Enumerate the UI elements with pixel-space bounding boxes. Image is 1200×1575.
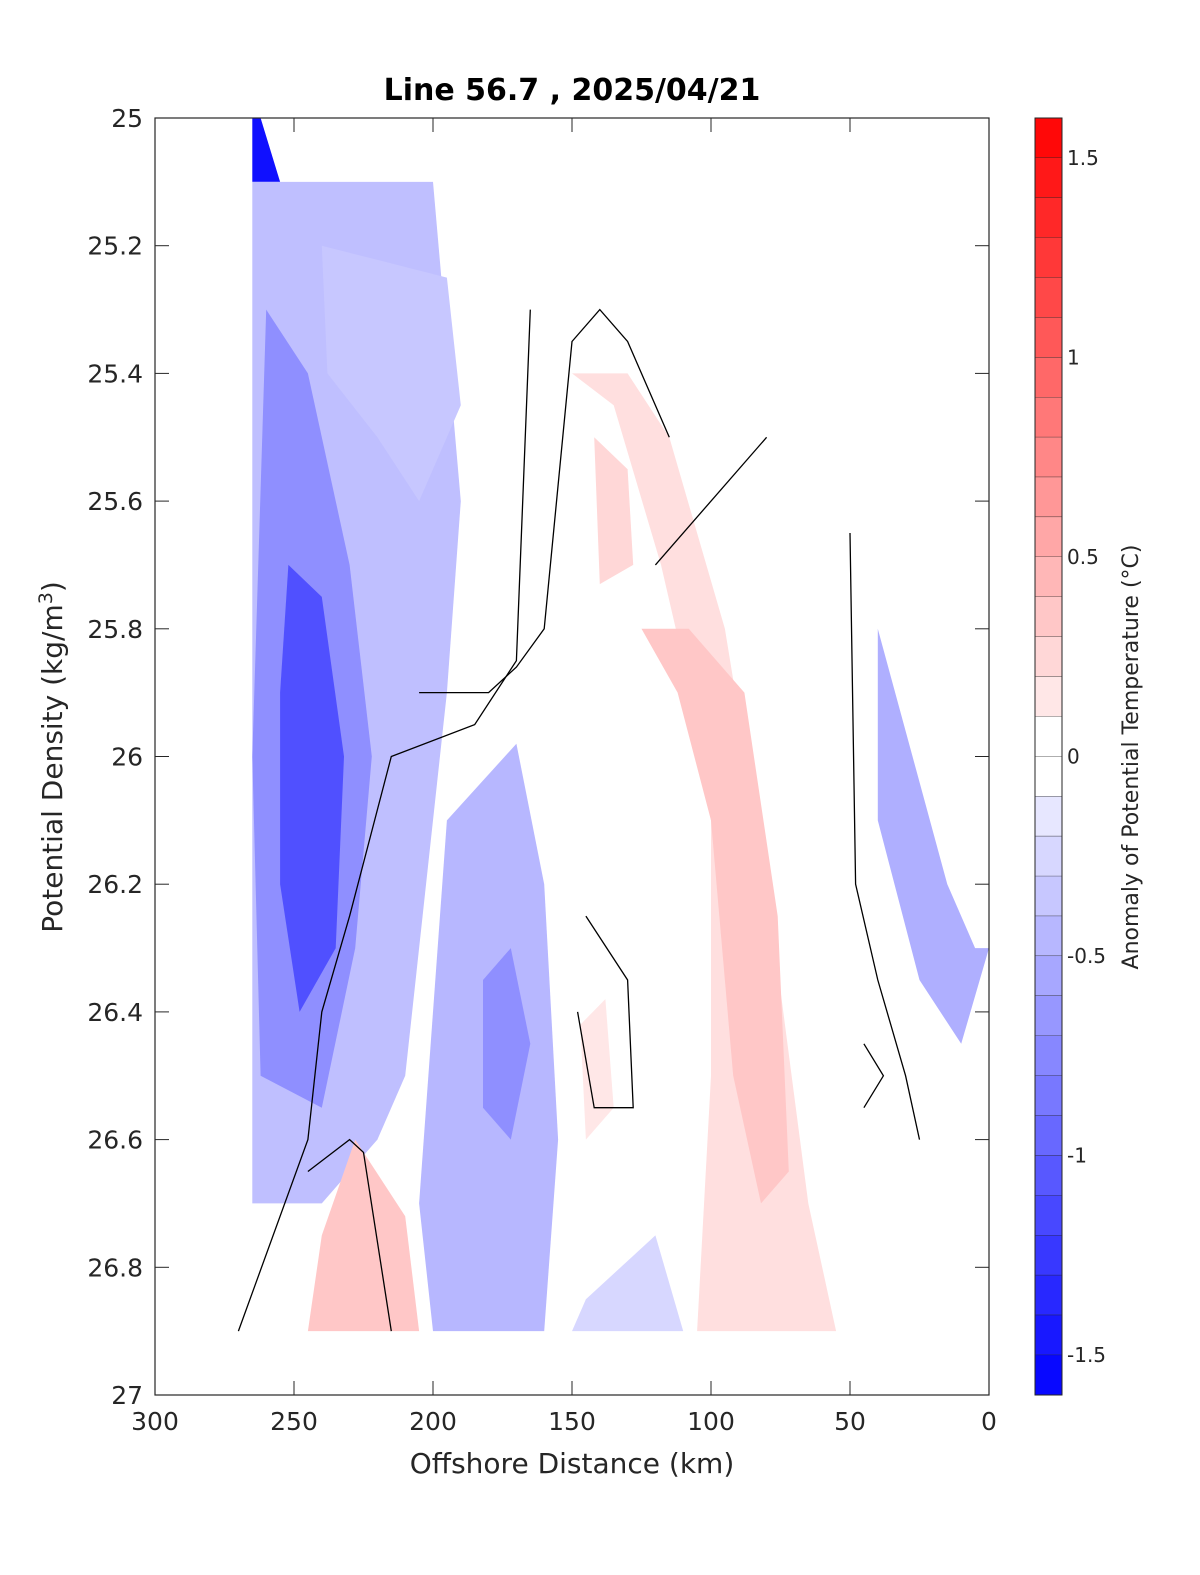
- y-tick-label: 26: [111, 743, 143, 772]
- y-tick-label: 26.4: [87, 998, 143, 1027]
- y-tick-label: 25.4: [87, 359, 143, 388]
- region-warm-main-core: [641, 628, 789, 1204]
- colorbar-block: [1035, 716, 1062, 757]
- axes: 300 250 200 150 100 50 0 2525.225.425.625.8262…: [87, 104, 997, 1436]
- colorbar-block: [1035, 836, 1062, 877]
- colorbar-blocks: [1035, 118, 1062, 1396]
- x-tick-label: 200: [409, 1407, 457, 1436]
- colorbar-block: [1035, 916, 1062, 957]
- y-tick-label: 27: [111, 1381, 143, 1410]
- region-upper-cold-lobe: [321, 245, 461, 502]
- region-nearshore-cold-band: [877, 628, 989, 1044]
- colorbar-block: [1035, 1235, 1062, 1276]
- colorbar-block: [1035, 157, 1062, 199]
- colorbar-block: [1035, 1075, 1062, 1117]
- y-tick-label: 26.8: [87, 1253, 143, 1282]
- colorbar-tick-label: -0.5: [1067, 944, 1106, 968]
- y-axis-label-main: Potential Density (kg/m: [36, 604, 69, 933]
- y-axis-label-sup: 3: [35, 592, 57, 604]
- zero-contour-2: [237, 309, 531, 1332]
- colorbar-block: [1035, 1155, 1062, 1196]
- colorbar-block: [1035, 118, 1062, 159]
- colorbar-ticks: 1.5 1 0.5 0 -0.5 -1 -1.5: [1067, 146, 1106, 1367]
- region-bottom-cold-patch: [572, 1235, 684, 1332]
- region-cold-core-strong: [280, 564, 344, 1012]
- x-tick-label: 0: [981, 1407, 997, 1436]
- colorbar-block: [1035, 357, 1062, 398]
- colorbar-block: [1035, 556, 1062, 598]
- y-axis-label-close: ): [36, 581, 69, 592]
- plot-area: [155, 118, 989, 1395]
- zero-contour-5: [849, 532, 921, 1140]
- colorbar-block: [1035, 995, 1062, 1037]
- zero-contour-6: [863, 1043, 885, 1109]
- colorbar: 1.5 1 0.5 0 -0.5 -1 -1.5: [1034, 117, 1106, 1396]
- colorbar-tick-label: -1.5: [1067, 1343, 1106, 1367]
- colorbar-block: [1035, 1355, 1062, 1396]
- x-tick-label: 250: [270, 1407, 318, 1436]
- colorbar-label: Anomaly of Potential Temperature (°C): [1119, 545, 1144, 970]
- colorbar-block: [1035, 1275, 1062, 1316]
- colorbar-block: [1035, 596, 1062, 638]
- region-warm-mid-patch: [580, 999, 614, 1140]
- colorbar-block: [1035, 756, 1062, 797]
- y-tick-label: 26.2: [87, 870, 143, 899]
- colorbar-block: [1035, 1115, 1062, 1157]
- region-mid-cold-core: [483, 948, 531, 1140]
- filled-contour-regions: [252, 118, 989, 1332]
- y-tick-label: 25.8: [87, 615, 143, 644]
- colorbar-tick-label: 0: [1067, 745, 1080, 769]
- colorbar-block: [1035, 317, 1062, 358]
- colorbar-tick-label: 1.5: [1067, 146, 1099, 170]
- region-nearshore-cold-edge: [252, 118, 281, 182]
- colorbar-tick-label: 0.5: [1067, 545, 1099, 569]
- y-axis-label: Potential Density (kg/m3): [35, 581, 69, 933]
- region-warm-upper-core: [594, 437, 634, 585]
- y-tick-label: 25.2: [87, 232, 143, 261]
- zero-contour-4: [307, 1138, 392, 1332]
- colorbar-tick-label: 1: [1067, 345, 1080, 369]
- colorbar-block: [1035, 237, 1062, 279]
- x-tick-label: 50: [834, 1407, 866, 1436]
- x-tick-label: 300: [131, 1407, 179, 1436]
- colorbar-block: [1035, 277, 1062, 319]
- x-ticks: 300 250 200 150 100 50 0: [131, 118, 997, 1436]
- colorbar-block: [1035, 397, 1062, 438]
- colorbar-block: [1035, 876, 1062, 917]
- colorbar-label-group: Anomaly of Potential Temperature (°C): [1119, 545, 1144, 970]
- zero-contour-lines: [237, 308, 921, 1332]
- colorbar-block: [1035, 437, 1062, 478]
- zero-contour-0: [419, 308, 670, 694]
- y-axis-label-group: Potential Density (kg/m3): [35, 581, 69, 933]
- x-tick-label: 100: [687, 1407, 735, 1436]
- chart-title: Line 56.7 , 2025/04/21: [384, 73, 761, 108]
- colorbar-block: [1035, 517, 1062, 558]
- colorbar-block: [1035, 477, 1062, 518]
- x-tick-label: 150: [548, 1407, 596, 1436]
- colorbar-block: [1035, 197, 1062, 239]
- colorbar-frame: [1034, 117, 1063, 1396]
- x-axis-label: Offshore Distance (km): [410, 1447, 735, 1480]
- y-ticks: 25 25.2 25.4 25.6 25.8 26 26.2 26.4 26.6 26.8 27: [87, 104, 989, 1410]
- colorbar-block: [1035, 1315, 1062, 1356]
- colorbar-tick-label: -1: [1067, 1144, 1087, 1168]
- y-tick-label: 25: [111, 104, 143, 133]
- colorbar-block: [1035, 676, 1062, 718]
- region-warm-bottom-lobe: [307, 1139, 420, 1332]
- colorbar-block: [1035, 956, 1062, 997]
- y-tick-label: 25.6: [87, 487, 143, 516]
- colorbar-block: [1035, 1195, 1062, 1236]
- zero-contour-3: [576, 915, 634, 1109]
- colorbar-block: [1035, 1035, 1062, 1077]
- colorbar-block: [1035, 636, 1062, 678]
- colorbar-block: [1035, 796, 1062, 837]
- y-tick-label: 26.6: [87, 1126, 143, 1155]
- zero-contour-1: [654, 436, 768, 566]
